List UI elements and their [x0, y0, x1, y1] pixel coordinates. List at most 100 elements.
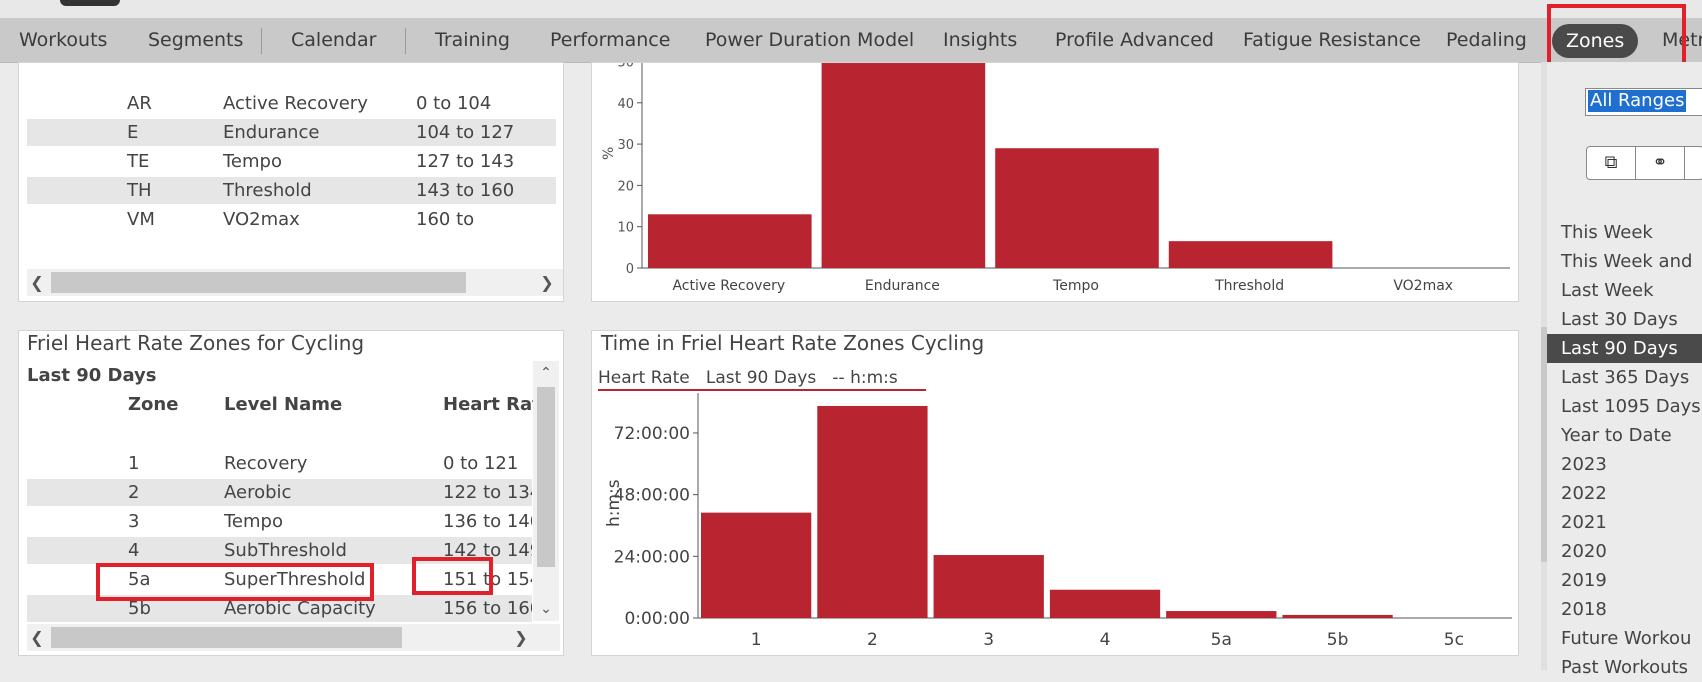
hr-zone-range: 151 to 154: [443, 569, 532, 590]
hr-zone-range: 136 to 140: [443, 511, 532, 532]
sidebar-item-2022[interactable]: 2022: [1561, 483, 1607, 504]
link-icon[interactable]: ⚭: [1636, 147, 1685, 179]
hr-zones-period: Last 90 Days: [27, 365, 157, 386]
hr-chart-title: Time in Friel Heart Rate Zones Cycling: [601, 331, 985, 355]
hr-zone-row: 2 Aerobic 122 to 134: [27, 479, 532, 506]
hr-zone-chart-panel: Time in Friel Heart Rate Zones Cycling H…: [591, 330, 1519, 656]
sidebar-item-last-90-days[interactable]: Last 90 Days: [1547, 334, 1702, 363]
hr-zone-id: 3: [128, 511, 140, 532]
scrollbar-thumb[interactable]: [537, 387, 555, 567]
zone-name: Threshold: [223, 180, 312, 201]
hr-zone-name: Aerobic: [224, 482, 292, 503]
sidebar-item-future-workou[interactable]: Future Workou: [1561, 628, 1692, 649]
highlight-5a-zone: [96, 563, 374, 601]
hr-zone-name: SuperThreshold: [224, 569, 366, 590]
tab-performance[interactable]: Performance: [550, 29, 671, 51]
power-zone-row: E Endurance 104 to 127: [27, 119, 556, 146]
tab-pedaling[interactable]: Pedaling: [1446, 29, 1527, 51]
sidebar-item-last-365-days[interactable]: Last 365 Days: [1561, 367, 1690, 388]
main-scrollbar[interactable]: [1541, 62, 1551, 670]
tab-insights[interactable]: Insights: [943, 29, 1018, 51]
zone-name: Tempo: [223, 151, 282, 172]
hr-zone-row: 3 Tempo 136 to 140: [27, 508, 532, 535]
scroll-down-icon[interactable]: ⌄: [540, 601, 552, 617]
y-axis-label: %: [601, 147, 617, 160]
bar-zone-3: [933, 555, 1044, 618]
bar-endurance: [821, 63, 986, 269]
y-tick-label: 20: [617, 179, 634, 194]
sidebar-item-year-to-date[interactable]: Year to Date: [1561, 425, 1672, 446]
zone-code: VM: [127, 209, 155, 230]
hr-zone-name: Tempo: [224, 511, 283, 532]
range-selector[interactable]: All Ranges: [1585, 88, 1702, 116]
tab-profile-advanced[interactable]: Profile Advanced: [1055, 29, 1214, 51]
hr-zone-name: SubThreshold: [224, 540, 347, 561]
x-tick-label: VO2max: [1393, 278, 1453, 294]
y-tick-label: 30: [617, 138, 634, 153]
scroll-left-icon[interactable]: ❮: [30, 273, 44, 292]
zone-code: TE: [127, 151, 150, 172]
title-strip: [0, 0, 1702, 18]
x-tick-label: Active Recovery: [672, 278, 785, 294]
horizontal-scrollbar[interactable]: ❮ ❯: [27, 269, 563, 296]
hr-zone-id: 5b: [128, 598, 151, 619]
hr-zone-range: 156 to 160: [443, 598, 532, 619]
bar-threshold: [1168, 241, 1333, 268]
scroll-right-icon[interactable]: ❯: [514, 628, 528, 647]
y-tick-label: 0:00:00: [624, 609, 690, 629]
copy-icon[interactable]: ⧉: [1587, 147, 1636, 179]
bar-tempo: [995, 148, 1159, 268]
sidebar-item-2021[interactable]: 2021: [1561, 512, 1607, 533]
nav-bar: Workouts Segments Calendar Training Perf…: [0, 18, 1702, 63]
scrollbar-thumb[interactable]: [51, 627, 402, 648]
scroll-up-icon[interactable]: ⌃: [540, 365, 552, 381]
vertical-scrollbar[interactable]: ⌃ ⌄: [533, 361, 559, 621]
y-tick-label: 0: [626, 262, 634, 277]
sidebar-item-2019[interactable]: 2019: [1561, 570, 1607, 591]
main-scrollbar-thumb[interactable]: [1541, 327, 1551, 562]
heart-rate-header[interactable]: Heart Rate: [443, 394, 553, 415]
power-zone-chart: 0 10 20 30 40 50% Active Recovery Endurance Temp…: [601, 63, 1510, 294]
tab-fatigue-resistance[interactable]: Fatigue Resistance: [1243, 29, 1421, 51]
x-tick-label: 2: [867, 630, 878, 650]
x-tick-label: 5c: [1444, 630, 1464, 650]
tab-training[interactable]: Training: [435, 29, 510, 51]
scrollbar-thumb[interactable]: [51, 272, 466, 293]
sidebar-item-past-workouts[interactable]: Past Workouts: [1561, 657, 1689, 678]
zone-name: Endurance: [223, 122, 320, 143]
sidebar-item-this-week[interactable]: This Week: [1561, 222, 1653, 243]
x-tick-label: 5a: [1211, 630, 1232, 650]
scroll-left-icon[interactable]: ❮: [30, 628, 44, 647]
tab-calendar[interactable]: Calendar: [291, 29, 377, 51]
hr-chart-legend[interactable]: Heart Rate Last 90 Days -- h:m:s: [598, 367, 926, 391]
zone-header[interactable]: Zone: [128, 394, 179, 415]
sidebar-item-last-1095-days[interactable]: Last 1095 Days: [1561, 396, 1701, 417]
hr-zone-range: 0 to 121: [443, 453, 519, 474]
hr-zones-title: Friel Heart Rate Zones for Cycling: [27, 331, 365, 355]
tab-workouts[interactable]: Workouts: [19, 29, 108, 51]
tab-zones[interactable]: Zones: [1552, 24, 1639, 58]
sidebar-item-last-week[interactable]: Last Week: [1561, 280, 1654, 301]
x-tick-label: Endurance: [865, 278, 940, 294]
zone-range: 143 to 160: [416, 180, 515, 201]
bar-zone-4: [1049, 589, 1161, 618]
level-name-header[interactable]: Level Name: [224, 394, 343, 415]
hr-zone-name: Aerobic Capacity: [224, 598, 376, 619]
tab-power-duration-model[interactable]: Power Duration Model: [705, 29, 915, 51]
y-tick-label: 24:00:00: [614, 547, 690, 567]
sidebar-item-2018[interactable]: 2018: [1561, 599, 1607, 620]
hr-zone-range: 142 to 149: [443, 540, 532, 561]
scroll-right-icon[interactable]: ❯: [540, 273, 554, 292]
sidebar-item-2020[interactable]: 2020: [1561, 541, 1607, 562]
tab-segments[interactable]: Segments: [148, 29, 244, 51]
hr-zones-panel: Friel Heart Rate Zones for Cycling Last …: [18, 330, 564, 656]
horizontal-scrollbar[interactable]: ❮ ❯: [27, 624, 560, 651]
sidebar-item-2023[interactable]: 2023: [1561, 454, 1607, 475]
y-axis-label: h:m:s: [604, 479, 624, 527]
sidebar-item-last-30-days[interactable]: Last 30 Days: [1561, 309, 1678, 330]
zone-range: 127 to 143: [416, 151, 515, 172]
power-zone-chart-panel: 0 10 20 30 40 50% Active Recovery Endurance Temp…: [591, 62, 1519, 302]
sidebar-item-this-week-and[interactable]: This Week and: [1561, 251, 1693, 272]
bar-zone-5b: [1282, 614, 1393, 618]
power-zone-row: AR Active Recovery 0 to 104: [27, 90, 556, 117]
